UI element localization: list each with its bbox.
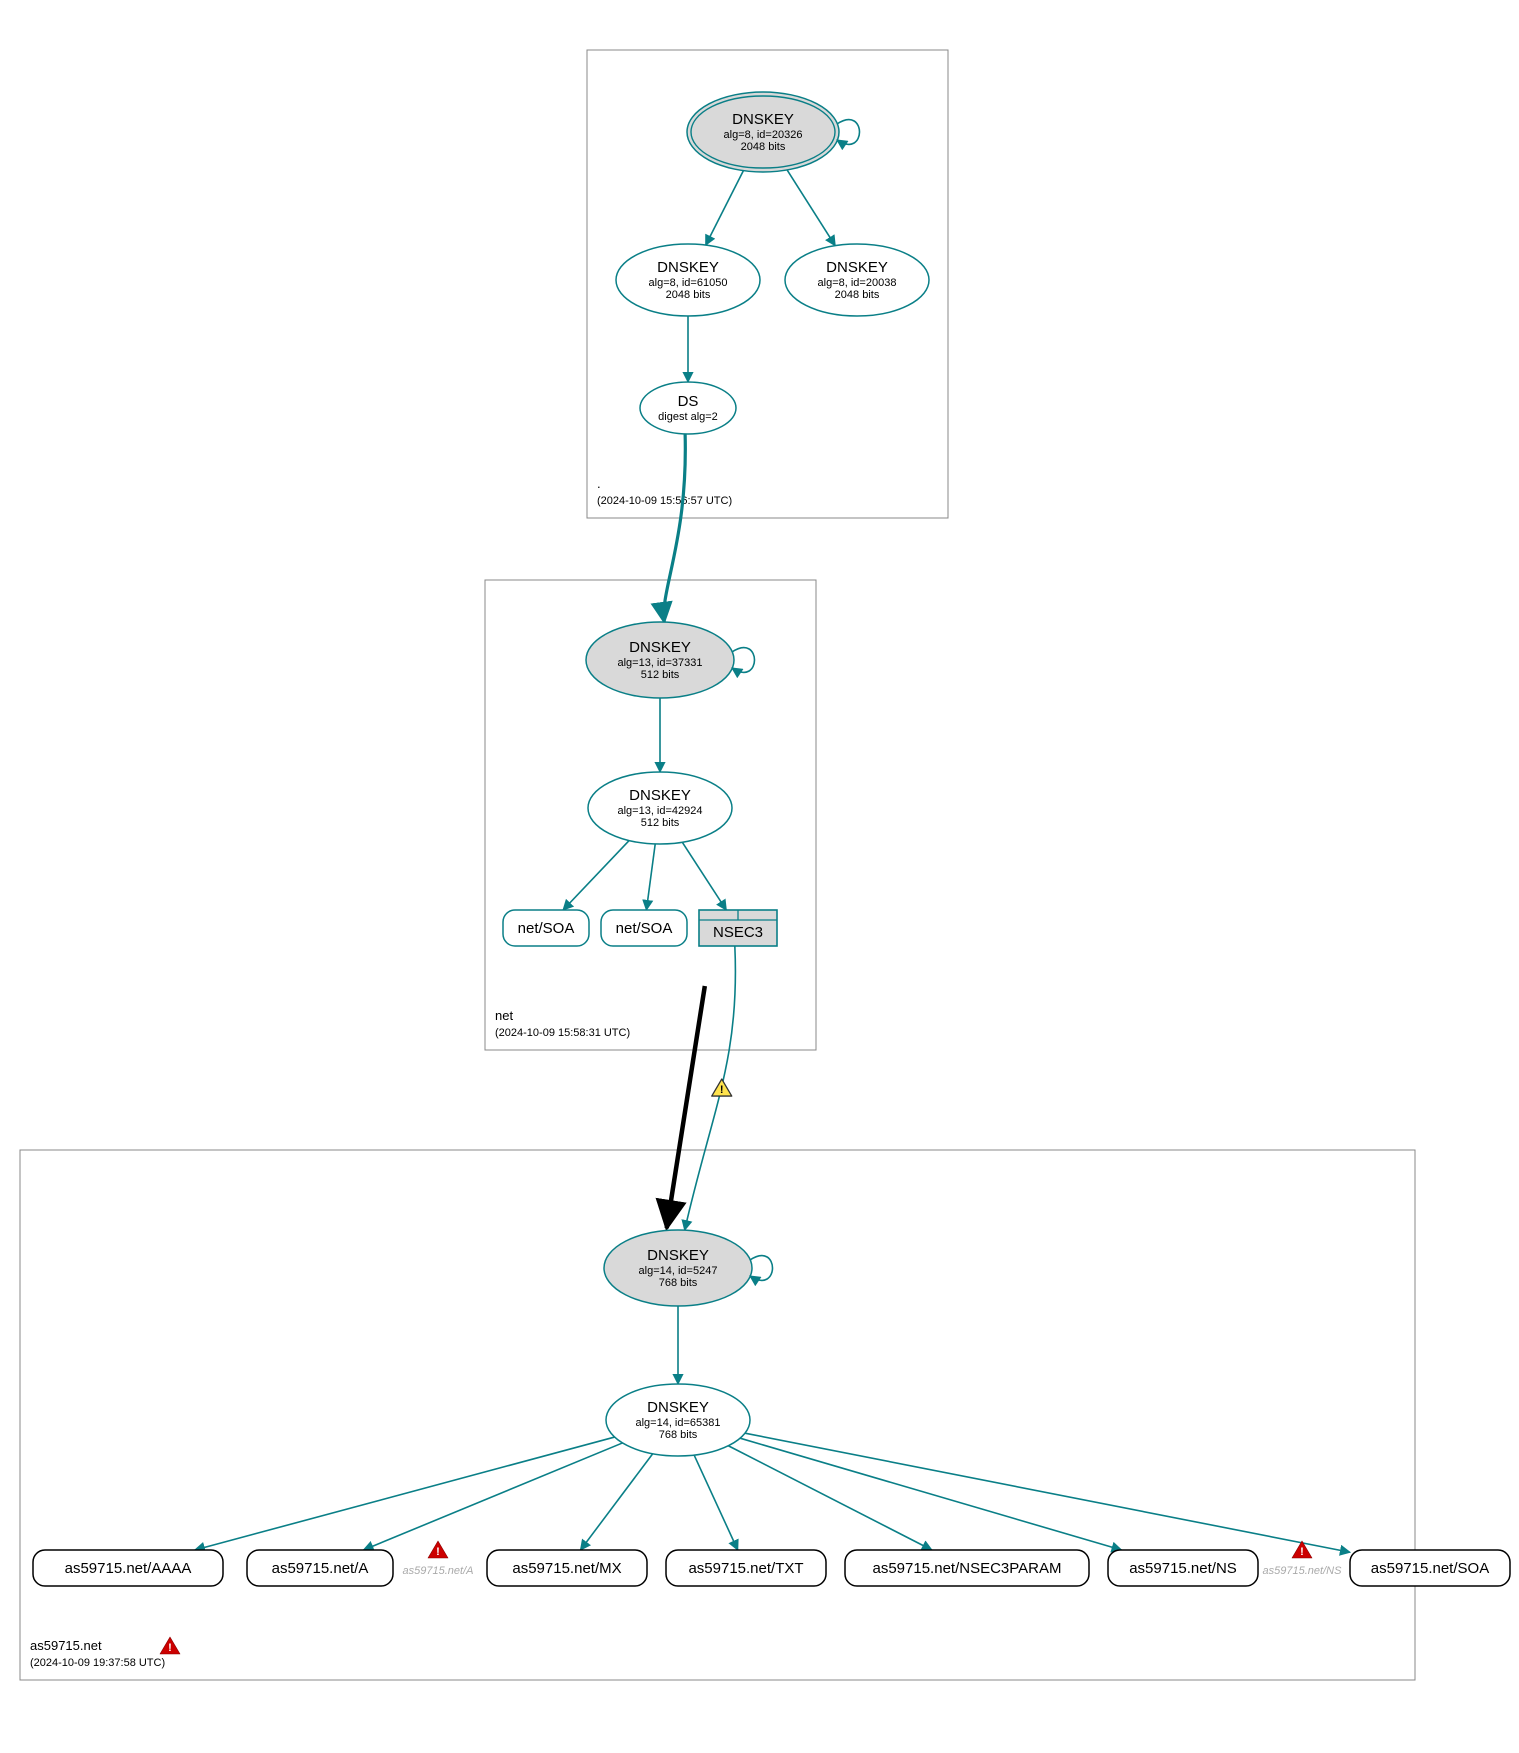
node-as_mx: as59715.net/MX	[487, 1550, 647, 1586]
node-title: DNSKEY	[647, 1247, 709, 1264]
zone-label: as59715.net	[30, 1638, 102, 1653]
node-as_txt: as59715.net/TXT	[666, 1550, 826, 1586]
node-subtitle2: 2048 bits	[741, 141, 786, 153]
node-as_n3p: as59715.net/NSEC3PARAM	[845, 1550, 1089, 1586]
node-net_ksk: DNSKEYalg=13, id=37331512 bits	[586, 622, 755, 698]
node-as_a: as59715.net/A	[247, 1550, 393, 1586]
edge	[694, 1455, 738, 1550]
zone-label: .	[597, 476, 601, 491]
node-as_aaaa: as59715.net/AAAA	[33, 1550, 223, 1586]
edge	[646, 844, 655, 910]
node-title: DNSKEY	[629, 639, 691, 656]
node-title: as59715.net/A	[272, 1560, 369, 1577]
ghost-text: as59715.net/A	[403, 1565, 474, 1577]
node-title: DNSKEY	[657, 259, 719, 276]
node-root_zsk1: DNSKEYalg=8, id=610502048 bits	[616, 244, 760, 316]
node-title: as59715.net/TXT	[688, 1560, 803, 1577]
node-subtitle2: 512 bits	[641, 817, 680, 829]
node-subtitle: alg=8, id=61050	[649, 277, 728, 289]
node-root_zsk2: DNSKEYalg=8, id=200382048 bits	[785, 244, 929, 316]
zone-timestamp: (2024-10-09 15:56:57 UTC)	[597, 495, 732, 507]
node-subtitle: alg=14, id=65381	[635, 1417, 720, 1429]
node-as_ksk: DNSKEYalg=14, id=5247768 bits	[604, 1230, 773, 1306]
warning-icon: !	[712, 1079, 732, 1096]
svg-text:!: !	[1300, 1546, 1304, 1558]
error-icon: !	[428, 1541, 448, 1558]
node-subtitle2: 2048 bits	[835, 289, 880, 301]
node-title: DNSKEY	[647, 1399, 709, 1416]
node-net_soa1: net/SOA	[503, 910, 589, 946]
node-title: DS	[678, 393, 699, 410]
node-title: DNSKEY	[629, 787, 691, 804]
ghost-label: ! as59715.net/A	[403, 1541, 474, 1577]
node-title: as59715.net/MX	[512, 1560, 621, 1577]
edge	[364, 1443, 623, 1550]
error-icon: !	[160, 1637, 180, 1654]
edge	[745, 1433, 1350, 1552]
node-net_nsec3: NSEC3	[699, 910, 777, 946]
node-subtitle2: 512 bits	[641, 669, 680, 681]
ghost-label: ! as59715.net/NS	[1263, 1541, 1343, 1577]
edge	[563, 841, 629, 910]
node-net_soa2: net/SOA	[601, 910, 687, 946]
svg-text:!: !	[436, 1546, 440, 1558]
svg-text:!: !	[720, 1084, 724, 1096]
node-subtitle2: 2048 bits	[666, 289, 711, 301]
node-title: as59715.net/NSEC3PARAM	[873, 1560, 1062, 1577]
zone-timestamp: (2024-10-09 19:37:58 UTC)	[30, 1657, 165, 1669]
node-subtitle: alg=13, id=42924	[617, 805, 702, 817]
edge	[728, 1446, 932, 1550]
dnssec-diagram: . (2024-10-09 15:56:57 UTC) net (2024-10-09…	[0, 0, 1519, 1753]
node-subtitle2: 768 bits	[659, 1277, 698, 1289]
edge	[664, 434, 686, 622]
node-title: net/SOA	[518, 920, 575, 937]
edge	[740, 1438, 1121, 1550]
node-net_zsk: DNSKEYalg=13, id=42924512 bits	[588, 772, 732, 844]
node-root_ds: DSdigest alg=2	[640, 382, 736, 434]
node-title: as59715.net/AAAA	[65, 1560, 192, 1577]
edge	[706, 171, 744, 245]
node-subtitle: alg=14, id=5247	[639, 1265, 718, 1277]
node-title: as59715.net/NS	[1129, 1560, 1237, 1577]
node-as_ns: as59715.net/NS	[1108, 1550, 1258, 1586]
ghost-text: as59715.net/NS	[1263, 1565, 1343, 1577]
zone-timestamp: (2024-10-09 15:58:31 UTC)	[495, 1027, 630, 1039]
node-as_zsk: DNSKEYalg=14, id=65381768 bits	[606, 1384, 750, 1456]
node-title: net/SOA	[616, 920, 673, 937]
node-subtitle: alg=13, id=37331	[617, 657, 702, 669]
node-subtitle: alg=8, id=20326	[724, 129, 803, 141]
svg-text:!: !	[168, 1642, 172, 1654]
edge	[581, 1454, 653, 1550]
node-subtitle: alg=8, id=20038	[818, 277, 897, 289]
node-as_soa: as59715.net/SOA	[1350, 1550, 1510, 1586]
edge	[682, 842, 726, 910]
node-subtitle2: 768 bits	[659, 1429, 698, 1441]
node-title: as59715.net/SOA	[1371, 1560, 1489, 1577]
node-title: NSEC3	[713, 924, 763, 941]
edge	[787, 170, 835, 246]
node-title: DNSKEY	[732, 111, 794, 128]
node-subtitle: digest alg=2	[658, 411, 718, 423]
zone-label: net	[495, 1008, 513, 1023]
node-root_ksk: DNSKEYalg=8, id=203262048 bits	[687, 92, 860, 172]
node-title: DNSKEY	[826, 259, 888, 276]
